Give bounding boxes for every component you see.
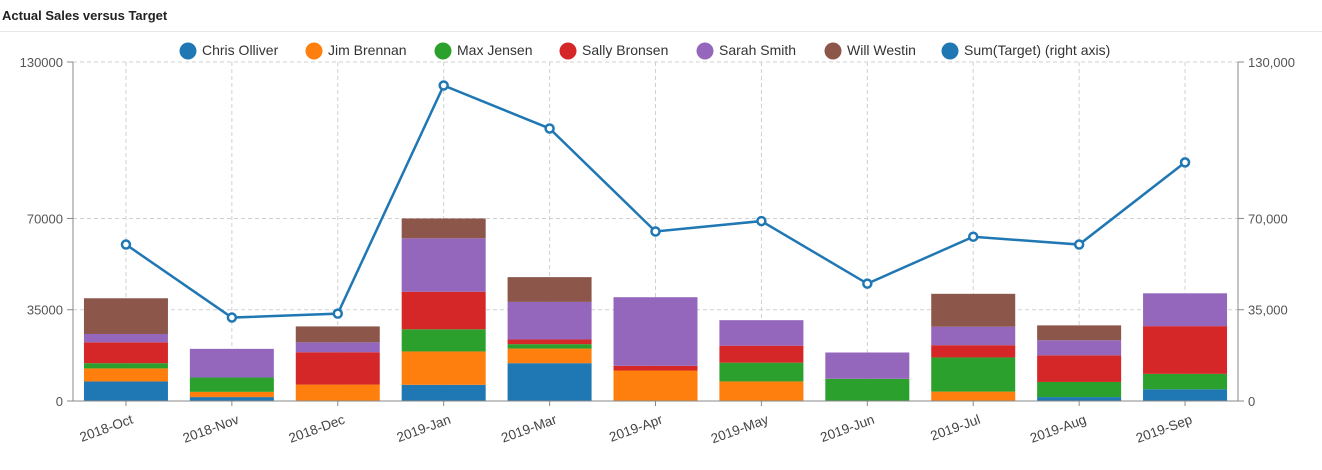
target-point[interactable]: [438, 80, 449, 91]
y-tick-label-left: 35000: [27, 303, 63, 318]
bar-segment[interactable]: [507, 277, 592, 302]
legend-label[interactable]: Chris Olliver: [202, 42, 279, 58]
legend-label[interactable]: Sally Bronsen: [582, 42, 668, 58]
bar-segment[interactable]: [1143, 293, 1228, 327]
bar-segment[interactable]: [931, 345, 1016, 358]
bar-segment[interactable]: [613, 297, 698, 366]
y-tick-label-left: 130000: [20, 55, 63, 70]
bar-segment[interactable]: [83, 333, 168, 343]
legend-label[interactable]: Will Westin: [847, 42, 916, 58]
bar-segment[interactable]: [825, 352, 910, 379]
bars-layer: [83, 218, 1228, 401]
x-tick-label: 2018-Dec: [287, 412, 347, 446]
legend-label[interactable]: Jim Brennan: [328, 42, 407, 58]
bar-segment[interactable]: [401, 384, 486, 401]
bar-segment[interactable]: [931, 357, 1016, 392]
y-tick-label-right: 0: [1248, 394, 1255, 409]
bar-segment[interactable]: [613, 370, 698, 401]
x-tick-label: 2019-Jan: [395, 412, 453, 445]
bar-segment[interactable]: [401, 291, 486, 330]
x-tick-label: 2018-Nov: [181, 412, 241, 446]
bar-segment[interactable]: [507, 363, 592, 401]
bar-segment[interactable]: [507, 301, 592, 340]
bar-segment[interactable]: [401, 218, 486, 239]
bar-segment[interactable]: [1037, 340, 1122, 356]
bar-segment[interactable]: [507, 348, 592, 364]
legend-swatch[interactable]: [824, 42, 842, 60]
target-point[interactable]: [967, 231, 979, 242]
target-point[interactable]: [332, 308, 344, 319]
bar-segment[interactable]: [83, 381, 168, 401]
bar-segment[interactable]: [719, 362, 804, 382]
legend-swatch[interactable]: [434, 42, 452, 60]
bar-segment[interactable]: [83, 368, 168, 382]
bar-segment[interactable]: [931, 326, 1016, 346]
target-point[interactable]: [544, 123, 555, 134]
bar-segment[interactable]: [1143, 373, 1228, 390]
bar-segment[interactable]: [401, 351, 486, 385]
bar-segment[interactable]: [931, 391, 1016, 401]
bar-segment[interactable]: [295, 352, 380, 385]
bar-segment[interactable]: [825, 378, 910, 401]
panel-title: Actual Sales versus Target: [2, 8, 168, 23]
bar-segment[interactable]: [295, 326, 380, 343]
bar-segment[interactable]: [189, 348, 274, 378]
bar-segment[interactable]: [189, 377, 274, 392]
target-point[interactable]: [756, 215, 767, 227]
y-tick-label-left: 0: [56, 394, 63, 409]
legend-swatch[interactable]: [305, 42, 323, 60]
target-point[interactable]: [650, 226, 661, 237]
bar-segment[interactable]: [1143, 326, 1228, 374]
y-tick-label-right: 130,000: [1248, 55, 1295, 70]
bar-segment[interactable]: [83, 298, 168, 334]
target-point[interactable]: [862, 278, 873, 289]
bar-segment[interactable]: [1037, 355, 1122, 382]
x-tick-label: 2019-May: [709, 412, 771, 447]
target-point[interactable]: [226, 312, 238, 323]
target-line-layer: [120, 80, 1191, 323]
y-tick-label-right: 70,000: [1248, 211, 1288, 226]
x-tick-label: 2019-Sep: [1134, 412, 1194, 446]
legend-swatch[interactable]: [941, 42, 959, 60]
target-point[interactable]: [120, 239, 132, 250]
bar-segment[interactable]: [295, 384, 380, 401]
target-point[interactable]: [1073, 239, 1085, 250]
y-tick-label-right: 35,000: [1248, 303, 1288, 318]
bar-segment[interactable]: [507, 344, 592, 349]
bar-segment[interactable]: [401, 238, 486, 292]
x-tick-label: 2019-Jul: [928, 412, 982, 444]
bar-segment[interactable]: [1037, 397, 1122, 401]
bar-segment[interactable]: [1143, 389, 1228, 401]
bar-segment[interactable]: [83, 342, 168, 364]
legend-label[interactable]: Sarah Smith: [719, 42, 796, 58]
bar-segment[interactable]: [83, 363, 168, 369]
bar-segment[interactable]: [1037, 381, 1122, 398]
bar-segment[interactable]: [507, 339, 592, 345]
x-tick-label: 2018-Oct: [78, 412, 136, 445]
bar-segment[interactable]: [189, 391, 274, 398]
bar-segment[interactable]: [295, 342, 380, 353]
panel-header: Actual Sales versus Target: [0, 0, 1322, 32]
legend[interactable]: Chris Olliver Jim Brennan Max Jensen Sally …: [179, 42, 1111, 60]
legend-swatch[interactable]: [696, 42, 714, 60]
bar-segment[interactable]: [719, 381, 804, 401]
x-tick-label: 2019-Jun: [818, 412, 876, 445]
x-tick-label: 2019-Aug: [1028, 412, 1088, 446]
bar-segment[interactable]: [613, 365, 698, 371]
legend-label[interactable]: Max Jensen: [457, 42, 532, 58]
x-tick-label: 2019-Mar: [499, 412, 559, 446]
x-tick-label: 2019-Apr: [607, 412, 665, 445]
bar-segment[interactable]: [189, 397, 274, 401]
bar-segment[interactable]: [1037, 325, 1122, 341]
bar-segment[interactable]: [719, 320, 804, 346]
bar-segment[interactable]: [401, 329, 486, 352]
bar-segment[interactable]: [931, 293, 1016, 327]
legend-label[interactable]: Sum(Target) (right axis): [964, 42, 1110, 58]
bar-segment[interactable]: [719, 345, 804, 363]
legend-swatch[interactable]: [179, 42, 197, 60]
target-point[interactable]: [1179, 157, 1191, 168]
legend-swatch[interactable]: [559, 42, 577, 60]
y-tick-label-left: 70000: [27, 211, 63, 226]
